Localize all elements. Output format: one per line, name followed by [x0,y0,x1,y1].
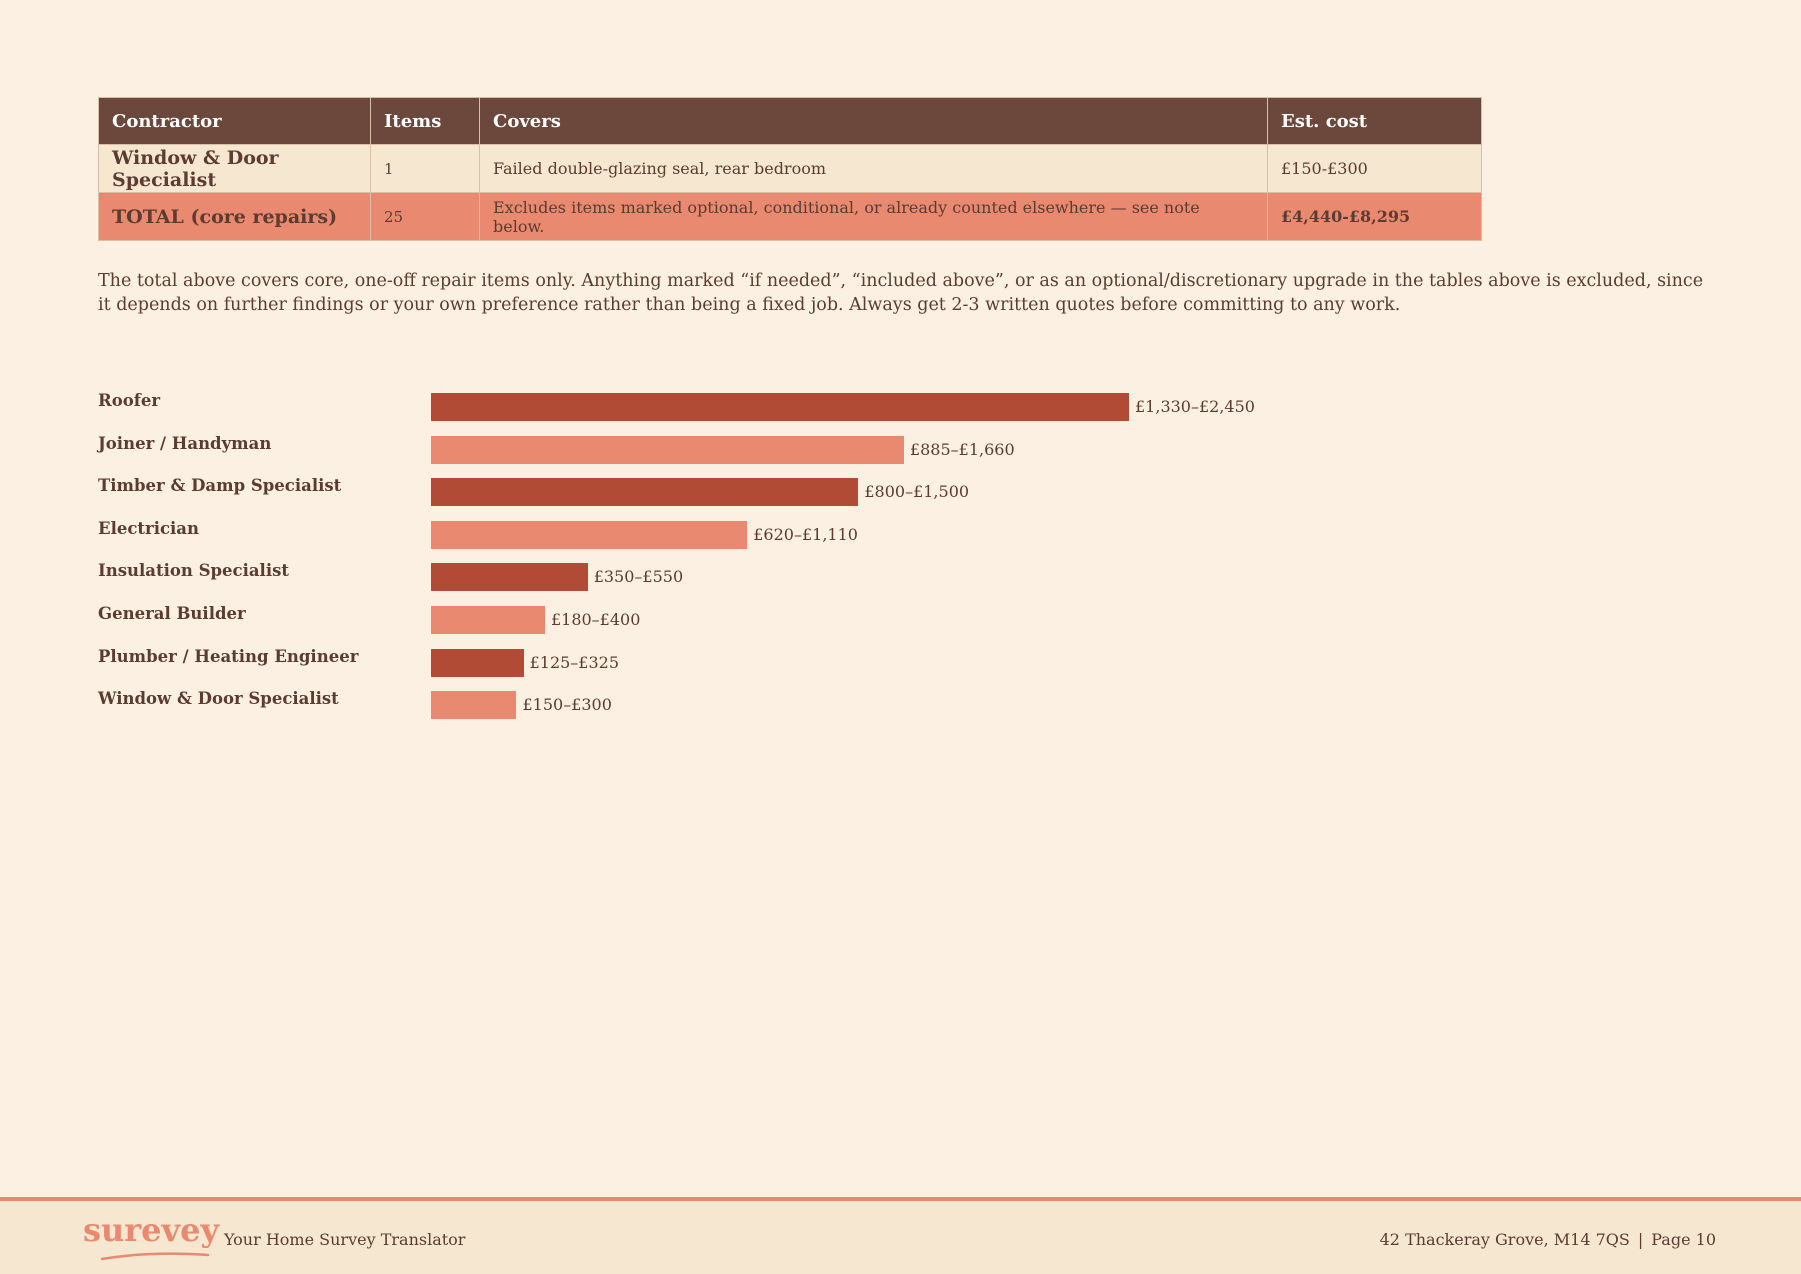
footer-separator: | [1637,1230,1644,1249]
cell-covers: Excludes items marked optional, conditio… [479,192,1268,241]
header-est-cost: Est. cost [1267,97,1482,145]
chart-value-label: £350–£550 [593,567,684,587]
chart-category-label: Joiner / Handyman [98,433,272,453]
cell-covers: Failed double-glazing seal, rear bedroom [479,144,1268,193]
chart-value-label: £180–£400 [550,610,641,629]
footer-page-info: 42 Thackeray Grove, M14 7QS | Page 10 [1380,1230,1716,1249]
surevey-logo: surevey [83,1211,220,1249]
chart-bar [431,520,748,549]
chart-bar [431,478,859,507]
chart-bar [431,648,524,677]
chart-category-label: Plumber / Heating Engineer [98,646,359,666]
cost-note-paragraph: The total above covers core, one-off rep… [98,271,1704,315]
footer-tagline: Your Home Survey Translator [224,1230,466,1249]
chart-category-label: Electrician [98,518,199,538]
chart-category-label: Timber & Damp Specialist [98,476,342,496]
table-total-row: TOTAL (core repairs) 25 Excludes items m… [98,192,1482,241]
cell-items: 25 [370,192,480,241]
chart-category-label: Window & Door Specialist [98,689,339,709]
cell-est-cost: £150-£300 [1267,144,1482,193]
logo-swoosh-icon [100,1252,210,1261]
cell-contractor: TOTAL (core repairs) [98,192,371,241]
chart-value-label: £885–£1,660 [909,439,1015,459]
chart-bar [431,563,588,592]
cell-est-cost: £4,440-£8,295 [1267,192,1482,241]
contractor-cost-chart: Roofer £1,330–£2,450 Joiner / Handyman £885… [98,391,1255,720]
chart-category-label: Insulation Specialist [98,561,289,581]
page-footer: surevey Your Home Survey Translator 42 T… [0,1197,1801,1274]
chart-value-label: £150–£300 [522,695,612,715]
chart-category-label: General Builder [98,604,246,623]
contractor-summary-table: Contractor Items Covers Est. cost Window… [98,97,1482,241]
chart-value-label: £1,330–£2,450 [1135,397,1255,416]
chart-value-label: £125–£325 [529,652,620,672]
footer-address: 42 Thackeray Grove, M14 7QS [1379,1230,1630,1249]
table-header-row: Contractor Items Covers Est. cost [98,97,1482,145]
chart-category-label: Roofer [98,391,161,410]
header-contractor: Contractor [98,97,371,145]
chart-value-label: £800–£1,500 [864,482,970,502]
cell-contractor: Window & Door Specialist [98,144,371,193]
table-row: Window & Door Specialist 1 Failed double… [98,144,1482,193]
chart-bar [431,393,1129,421]
chart-bar [431,435,904,464]
chart-value-label: £620–£1,110 [753,524,858,544]
chart-bar [431,606,545,634]
footer-page-number: Page 10 [1651,1230,1716,1249]
chart-bar [431,691,517,720]
